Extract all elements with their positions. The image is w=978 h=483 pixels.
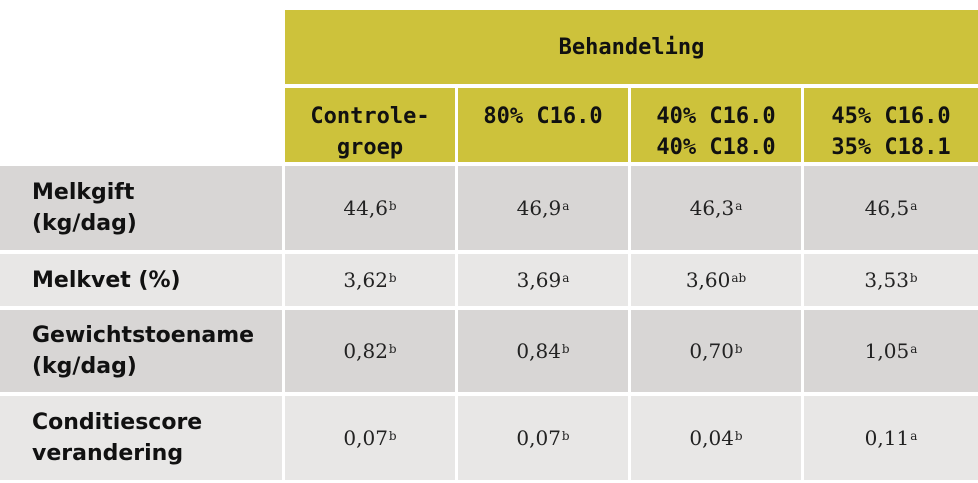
- cell-superscript: a: [910, 429, 918, 443]
- cell-value: 3,62: [343, 268, 388, 292]
- cell-superscript: a: [735, 199, 743, 213]
- row-label-line: Melkvet (%): [32, 267, 181, 293]
- cell-superscript: b: [388, 342, 397, 356]
- table-cell: 0,70 b: [631, 310, 801, 392]
- column-header-80-c16: 80% C16.0: [458, 88, 628, 162]
- cell-superscript: b: [388, 199, 397, 213]
- group-header: Behandeling: [285, 10, 978, 84]
- cell-superscript: b: [388, 271, 397, 285]
- cell-superscript: a: [910, 199, 918, 213]
- row-label-line: Conditiescore: [32, 410, 203, 435]
- cell-superscript: b: [388, 429, 397, 443]
- table-cell: 3,69 a: [458, 254, 628, 306]
- column-header-control: Controle- groep: [285, 88, 455, 162]
- row-label-line: (kg/dag): [32, 354, 137, 379]
- table-cell: 1,05 a: [804, 310, 978, 392]
- cell-superscript: b: [561, 429, 570, 443]
- row-label-line: (kg/dag): [32, 211, 137, 236]
- row-label-line: verandering: [32, 441, 184, 466]
- cell-value: 0,84: [516, 339, 561, 363]
- cell-superscript: ab: [731, 271, 747, 285]
- table-cell: 0,07 b: [458, 396, 628, 480]
- cell-value: 0,04: [689, 426, 734, 450]
- column-header-line: 45% C16.0: [831, 104, 951, 129]
- row-label-gewichtstoename: Gewichtstoename (kg/dag): [0, 310, 282, 392]
- cell-value: 3,60: [685, 268, 731, 292]
- cell-value: 44,6: [343, 196, 388, 220]
- table-cell: 46,9 a: [458, 166, 628, 250]
- row-label-melkgift: Melkgift (kg/dag): [0, 166, 282, 250]
- row-label-line: Melkgift: [32, 180, 135, 205]
- column-header-line: 35% C18.1: [831, 135, 951, 160]
- cell-value: 46,9: [516, 196, 562, 220]
- cell-value: 46,3: [689, 196, 735, 220]
- cell-superscript: b: [734, 342, 743, 356]
- cell-value: 0,07: [343, 426, 388, 450]
- cell-superscript: a: [910, 342, 918, 356]
- cell-superscript: b: [909, 271, 918, 285]
- row-label-conditiescore: Conditiescore verandering: [0, 396, 282, 480]
- table-cell: 3,62 b: [285, 254, 455, 306]
- table-cell: 0,07 b: [285, 396, 455, 480]
- cell-superscript: a: [562, 199, 570, 213]
- cell-value: 0,82: [343, 339, 388, 363]
- column-header-line: 40% C16.0: [656, 104, 776, 129]
- column-header-line: Controle-: [310, 104, 430, 129]
- cell-value: 46,5: [864, 196, 910, 220]
- cell-superscript: a: [562, 271, 570, 285]
- table-cell: 3,53 b: [804, 254, 978, 306]
- cell-value: 3,69: [516, 268, 562, 292]
- table-cell: 0,11 a: [804, 396, 978, 480]
- cell-superscript: b: [734, 429, 743, 443]
- cell-value: 3,53: [864, 268, 909, 292]
- cell-value: 0,11: [864, 426, 910, 450]
- cell-superscript: b: [561, 342, 570, 356]
- group-header-label: Behandeling: [558, 34, 705, 60]
- cell-value: 1,05: [864, 339, 910, 363]
- table-cell: 0,82 b: [285, 310, 455, 392]
- column-header-40-c16-40-c18: 40% C16.0 40% C18.0: [631, 88, 801, 162]
- table-cell: 46,5 a: [804, 166, 978, 250]
- cell-value: 0,70: [689, 339, 734, 363]
- table-cell: 46,3 a: [631, 166, 801, 250]
- table-cell: 0,04 b: [631, 396, 801, 480]
- row-label-line: Gewichtstoename: [32, 323, 255, 348]
- column-header-line: groep: [336, 135, 404, 160]
- column-header-line: 80% C16.0: [483, 104, 603, 129]
- column-header-line: 40% C18.0: [656, 135, 776, 160]
- table-cell: 3,60 ab: [631, 254, 801, 306]
- table-cell: 0,84 b: [458, 310, 628, 392]
- cell-value: 0,07: [516, 426, 561, 450]
- column-header-45-c16-35-c181: 45% C16.0 35% C18.1: [804, 88, 978, 162]
- table-cell: 44,6 b: [285, 166, 455, 250]
- row-label-melkvet: Melkvet (%): [0, 254, 282, 306]
